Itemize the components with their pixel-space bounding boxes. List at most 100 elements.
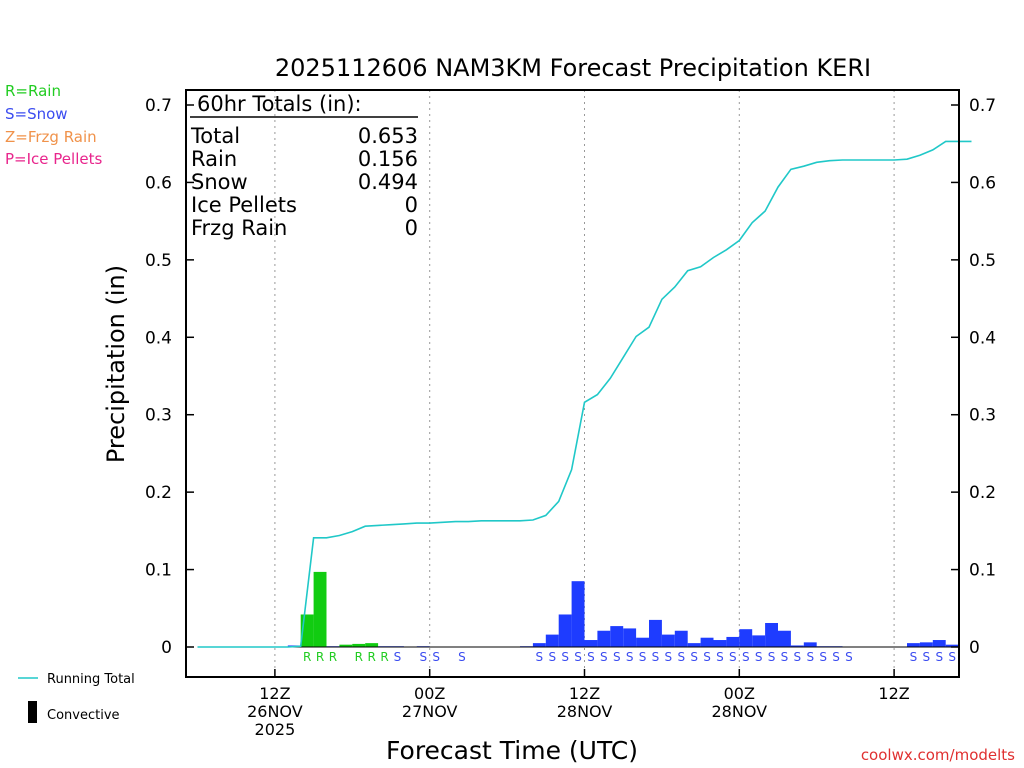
- bar-hour-56: [907, 643, 920, 647]
- x-tick-label-3-1: 28NOV: [712, 702, 768, 721]
- ptype-marker-33: S: [832, 650, 840, 664]
- ptype-marker-13: S: [574, 650, 582, 664]
- ptype-marker-24: S: [716, 650, 724, 664]
- totals-label-3: Ice Pellets: [191, 193, 297, 217]
- bars: [197, 571, 959, 648]
- ptype-marker-29: S: [781, 650, 789, 664]
- bar-hour-30: [571, 581, 585, 647]
- bar-hour-59: [945, 644, 959, 647]
- ptype-marker-34: S: [845, 650, 853, 664]
- plot-frame: [185, 89, 960, 678]
- y-tick-label-right-0: 0: [969, 638, 980, 658]
- totals-value-0: 0.653: [358, 124, 418, 148]
- legend-convective-swatch: [28, 701, 37, 723]
- bar-hour-58: [932, 640, 946, 647]
- x-tick-label-0-0: 12Z: [259, 684, 290, 703]
- y-tick-label-right-3: 0.3: [969, 406, 996, 426]
- y-tick-label-left-3: 0.3: [145, 406, 172, 426]
- ptype-key-ice-pellets: P=Ice Pellets: [5, 150, 102, 168]
- ptype-marker-35: S: [910, 650, 918, 664]
- bar-hour-43: [739, 629, 753, 647]
- bar-hour-34: [623, 628, 637, 647]
- y-tick-label-left-6: 0.6: [145, 173, 172, 193]
- y-tick-label-right-6: 0.6: [969, 173, 996, 193]
- bar-hour-35: [636, 637, 649, 647]
- ptype-marker-16: S: [613, 650, 621, 664]
- x-tick-label-3-0: 00Z: [724, 684, 755, 703]
- ptype-marker-31: S: [806, 650, 814, 664]
- y-tick-label-right-2: 0.2: [969, 483, 996, 503]
- ptype-marker-11: S: [548, 650, 556, 664]
- bar-hour-57: [919, 642, 933, 647]
- ptype-marker-12: S: [561, 650, 569, 664]
- ptype-marker-20: S: [665, 650, 673, 664]
- legend-convective-label: Convective: [47, 708, 120, 723]
- legend-running-total-label: Running Total: [47, 672, 135, 687]
- ptype-marker-17: S: [626, 650, 634, 664]
- x-tick-label-1-0: 00Z: [414, 684, 445, 703]
- totals-box: 60hr Totals (in): Total 0.653 Rain 0.156 Sno…: [190, 92, 418, 240]
- ptype-marker-30: S: [794, 650, 802, 664]
- totals-rows: Total 0.653 Rain 0.156 Snow 0.494 Ice Pellets 0…: [190, 124, 418, 240]
- grid-lines: [274, 90, 895, 677]
- ptype-key-rain: R=Rain: [5, 82, 61, 100]
- y-axis-ticks: 0 00.1 0.10.2 0.20.3 0.30.4 0.40.5 0.50.6 0.60.…: [145, 96, 996, 658]
- running-total: [197, 140, 972, 648]
- ptype-marker-4: R: [367, 650, 375, 664]
- ptype-marker-2: R: [329, 650, 337, 664]
- bar-hour-41: [713, 640, 727, 647]
- totals-value-3: 0: [405, 193, 418, 217]
- bar-hour-31: [584, 640, 598, 647]
- totals-header: 60hr Totals (in):: [197, 92, 362, 116]
- bar-hour-32: [597, 630, 611, 647]
- totals-label-0: Total: [190, 124, 240, 148]
- ptype-marker-8: S: [432, 650, 440, 664]
- ptype-marker-9: S: [458, 650, 466, 664]
- ptype-marker-22: S: [690, 650, 698, 664]
- ptype-marker-21: S: [677, 650, 685, 664]
- ptype-marker-32: S: [819, 650, 827, 664]
- ptype-marker-5: R: [380, 650, 388, 664]
- y-tick-label-right-1: 0.1: [969, 561, 996, 581]
- ptype-marker-1: R: [316, 650, 324, 664]
- ptype-marker-19: S: [652, 650, 660, 664]
- x-tick-label-2-0: 12Z: [569, 684, 600, 703]
- bar-hour-38: [674, 630, 688, 647]
- ptype-marker-28: S: [768, 650, 776, 664]
- totals-label-1: Rain: [191, 147, 237, 171]
- y-axis-label: Precipitation (in): [102, 265, 130, 463]
- ptype-marker-26: S: [742, 650, 750, 664]
- bar-hour-40: [700, 637, 714, 647]
- totals-value-2: 0.494: [358, 170, 418, 194]
- x-tick-label-2-1: 28NOV: [557, 702, 613, 721]
- running-total-line: [197, 140, 972, 648]
- ptype-key: R=Rain S=Snow Z=Frzg Rain P=Ice Pellets: [5, 82, 102, 168]
- ptype-marker-0: R: [303, 650, 311, 664]
- bar-hour-10: [313, 571, 327, 647]
- ptype-marker-6: S: [394, 650, 402, 664]
- ptype-marker-7: S: [419, 650, 427, 664]
- bar-hour-46: [778, 630, 791, 647]
- bar-hour-39: [687, 643, 701, 647]
- ptype-key-snow: S=Snow: [5, 105, 68, 123]
- bar-hour-12: [339, 644, 353, 647]
- y-tick-label-left-2: 0.2: [145, 483, 172, 503]
- bar-hour-33: [610, 626, 624, 647]
- bar-hour-29: [558, 614, 572, 647]
- ptype-key-frzg-rain: Z=Frzg Rain: [5, 128, 97, 146]
- ptype-marker-18: S: [639, 650, 647, 664]
- bar-hour-28: [545, 634, 559, 647]
- ptype-marker-14: S: [587, 650, 595, 664]
- ptype-marker-38: S: [948, 650, 956, 664]
- totals-label-2: Snow: [191, 170, 248, 194]
- ptype-marker-27: S: [755, 650, 763, 664]
- y-tick-label-left-4: 0.4: [145, 328, 172, 348]
- bar-hour-37: [661, 634, 675, 647]
- chart-title: 2025112606 NAM3KM Forecast Precipitation…: [275, 54, 871, 82]
- bar-hour-42: [726, 636, 740, 647]
- x-tick-label-4-0: 12Z: [878, 684, 909, 703]
- totals-label-4: Frzg Rain: [191, 216, 287, 240]
- y-tick-label-right-5: 0.5: [969, 251, 996, 271]
